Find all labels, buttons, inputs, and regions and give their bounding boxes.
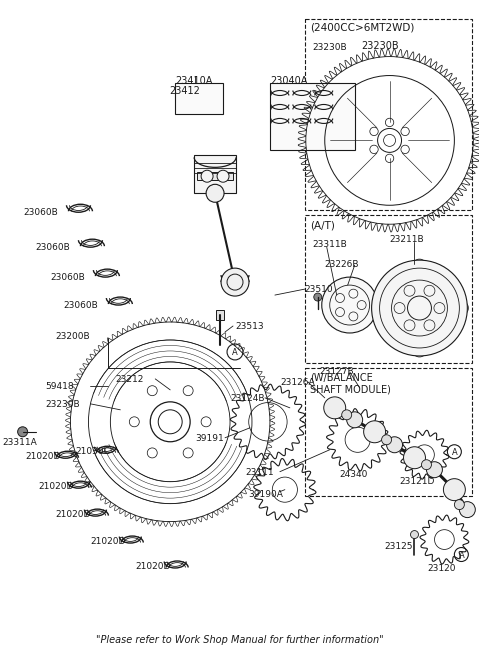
Circle shape xyxy=(382,435,392,445)
Circle shape xyxy=(426,462,443,478)
Text: 21020D: 21020D xyxy=(25,452,61,461)
Circle shape xyxy=(410,531,419,539)
Text: 23200B: 23200B xyxy=(56,332,90,341)
Text: 23127B: 23127B xyxy=(320,367,354,376)
Text: 23060B: 23060B xyxy=(63,301,98,310)
Circle shape xyxy=(455,500,464,510)
Text: 23230B: 23230B xyxy=(313,43,348,52)
Text: 23212: 23212 xyxy=(115,375,144,384)
Text: 23120: 23120 xyxy=(428,565,456,573)
Text: 23121D: 23121D xyxy=(399,477,435,485)
Text: (W/BALANCE: (W/BALANCE xyxy=(310,373,372,383)
Text: 21020D: 21020D xyxy=(90,537,126,546)
Circle shape xyxy=(444,479,465,501)
Text: SHAFT MODULE): SHAFT MODULE) xyxy=(310,385,391,395)
Circle shape xyxy=(342,410,352,420)
Bar xyxy=(270,83,355,150)
Text: 21030C: 21030C xyxy=(75,447,110,456)
Text: 23510: 23510 xyxy=(305,285,334,294)
Text: (A/T): (A/T) xyxy=(310,220,335,230)
Text: A: A xyxy=(232,348,238,357)
Text: A: A xyxy=(458,550,464,560)
Text: (2400CC>6MT2WD): (2400CC>6MT2WD) xyxy=(310,23,414,33)
Text: 23060B: 23060B xyxy=(36,243,71,252)
Circle shape xyxy=(322,277,378,333)
Circle shape xyxy=(347,412,363,428)
Text: 21020D: 21020D xyxy=(38,482,74,491)
Bar xyxy=(175,83,223,114)
Circle shape xyxy=(404,447,425,468)
Circle shape xyxy=(459,502,475,518)
Text: 23226B: 23226B xyxy=(325,260,359,269)
Text: 21020D: 21020D xyxy=(135,562,171,571)
Bar xyxy=(305,215,472,363)
Text: 23311A: 23311A xyxy=(3,438,37,447)
Circle shape xyxy=(372,260,468,356)
Text: 23311B: 23311B xyxy=(313,240,348,249)
Text: 23124B: 23124B xyxy=(230,394,264,403)
Text: 23513: 23513 xyxy=(235,322,264,331)
Bar xyxy=(305,18,472,211)
Bar xyxy=(305,368,472,496)
Text: 21020D: 21020D xyxy=(56,510,91,519)
Text: "Please refer to Work Shop Manual for further information": "Please refer to Work Shop Manual for fu… xyxy=(96,636,384,646)
Bar xyxy=(197,173,233,180)
Text: 59418: 59418 xyxy=(46,382,74,391)
Text: 39190A: 39190A xyxy=(248,489,283,499)
Circle shape xyxy=(324,397,346,419)
Bar xyxy=(194,155,236,194)
Circle shape xyxy=(421,460,432,470)
Text: 23060B: 23060B xyxy=(50,273,85,282)
Circle shape xyxy=(314,293,322,301)
Circle shape xyxy=(221,268,249,296)
Text: 23126A: 23126A xyxy=(280,378,314,387)
Text: 23412: 23412 xyxy=(170,85,201,96)
Text: 23230B: 23230B xyxy=(46,400,80,409)
Circle shape xyxy=(206,184,224,202)
Text: 23211B: 23211B xyxy=(390,236,424,244)
Text: 23040A: 23040A xyxy=(270,75,307,85)
Text: 23111: 23111 xyxy=(245,468,274,477)
Text: 23060B: 23060B xyxy=(24,208,59,217)
Text: 24340: 24340 xyxy=(340,470,368,479)
Circle shape xyxy=(386,437,403,453)
Circle shape xyxy=(201,171,213,182)
Text: A: A xyxy=(452,448,457,457)
Text: 23410A: 23410A xyxy=(175,75,213,85)
Text: 23125: 23125 xyxy=(384,542,413,550)
Text: 23230B: 23230B xyxy=(361,41,398,51)
Text: 39191: 39191 xyxy=(195,434,224,443)
Bar xyxy=(216,310,224,320)
Circle shape xyxy=(217,171,229,182)
Circle shape xyxy=(364,420,385,443)
Circle shape xyxy=(18,427,28,437)
